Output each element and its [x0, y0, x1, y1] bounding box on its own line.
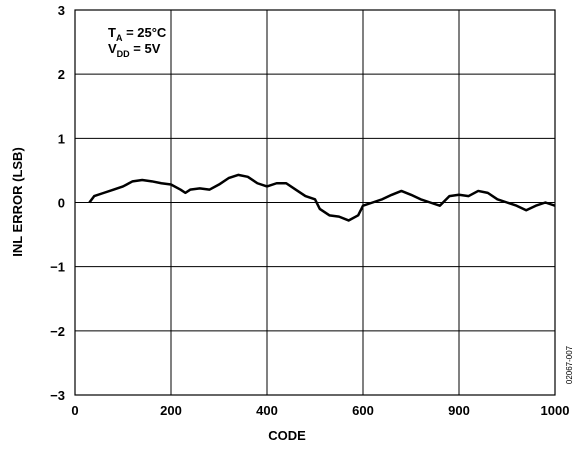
- x-axis-label: CODE: [268, 428, 306, 443]
- figure-id: 02067-007: [565, 345, 574, 384]
- x-tick-label: 200: [160, 403, 182, 418]
- x-tick-label: 900: [448, 403, 470, 418]
- x-tick-label: 0: [71, 403, 78, 418]
- y-tick-label: 0: [58, 196, 65, 211]
- y-axis-label: INL ERROR (LSB): [10, 147, 25, 257]
- annotation-rest: = 5V: [130, 41, 161, 56]
- y-tick-label: −3: [50, 388, 65, 403]
- y-tick-label: −1: [50, 260, 65, 275]
- annotation-main: T: [108, 25, 116, 40]
- y-tick-label: 2: [58, 67, 65, 82]
- y-tick-label: −2: [50, 324, 65, 339]
- y-tick-label: 3: [58, 3, 65, 18]
- y-tick-label: 1: [58, 131, 65, 146]
- x-tick-label: 1000: [541, 403, 570, 418]
- annotation-main: V: [108, 41, 117, 56]
- annotation-sub: DD: [117, 49, 130, 59]
- annotation-sub: A: [116, 33, 123, 43]
- annotation: VDD = 5V: [108, 41, 161, 59]
- annotation-rest: = 25°C: [122, 25, 166, 40]
- data-line: [88, 173, 556, 222]
- x-tick-label: 600: [352, 403, 374, 418]
- annotation: TA = 25°C: [108, 25, 167, 43]
- x-tick-label: 400: [256, 403, 278, 418]
